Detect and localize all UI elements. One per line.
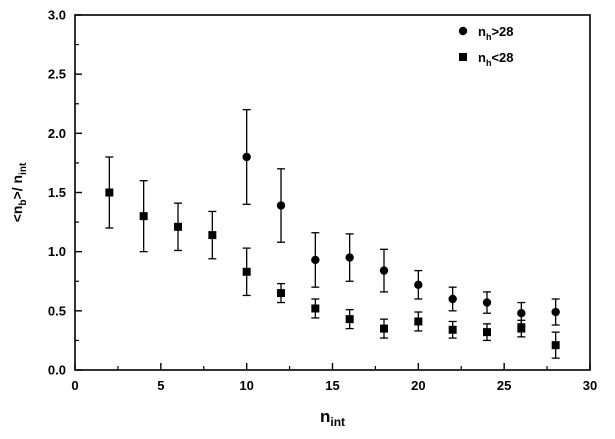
x-tick-label: 10 — [239, 378, 253, 393]
legend-label: nh>28 — [478, 24, 514, 42]
series-0-circle — [242, 109, 560, 326]
y-tick-label: 2.5 — [48, 67, 66, 82]
y-tick-label: 1.0 — [48, 244, 66, 259]
x-tick-label: 30 — [583, 378, 597, 393]
x-axis-label: nint — [320, 407, 345, 429]
legend-item-0: nh>28 — [458, 24, 514, 42]
x-tick-label: 20 — [411, 378, 425, 393]
svg-text:<nb>/ nint: <nb>/ nint — [9, 162, 29, 222]
y-tick-label: 0.0 — [48, 363, 66, 378]
plot-frame — [74, 14, 591, 371]
y-tick-label: 2.0 — [48, 126, 66, 141]
legend-item-1: nh<28 — [459, 50, 514, 68]
y-axis: 0.0 0.5 1.0 1.5 2.0 2.5 3.0 — [48, 8, 82, 378]
y-tick-label: 1.5 — [48, 185, 66, 200]
x-tick-label: 15 — [325, 378, 339, 393]
x-tick-label: 5 — [157, 378, 164, 393]
x-tick-label: 25 — [497, 378, 511, 393]
legend-label: nh<28 — [478, 50, 514, 68]
y-tick-label: 0.5 — [48, 303, 66, 318]
series-1-square — [105, 156, 560, 359]
y-tick-label: 3.0 — [48, 8, 66, 23]
svg-text:nint: nint — [320, 407, 345, 429]
legend: nh>28 nh<28 — [458, 24, 514, 68]
x-tick-label: 0 — [71, 378, 78, 393]
x-axis: 0 5 10 15 20 25 30 — [71, 363, 597, 393]
y-axis-label: <nb>/ nint — [9, 162, 29, 222]
